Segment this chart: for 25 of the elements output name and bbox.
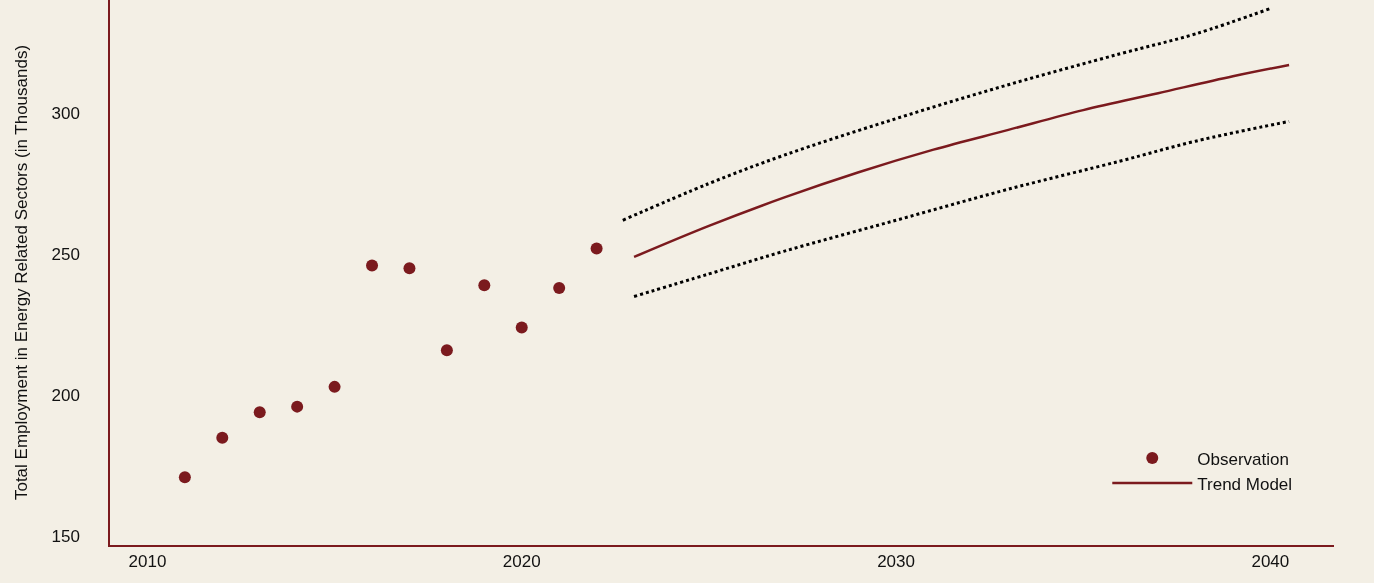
x-tick-label: 2020 — [502, 552, 541, 572]
y-axis-title: Total Employment in Energy Related Sectors (in Thousands) — [11, 44, 31, 501]
legend-label: Observation — [1197, 449, 1289, 469]
x-tick-label: 2030 — [877, 552, 915, 572]
point — [366, 259, 379, 272]
legend-label: Trend Model — [1197, 474, 1293, 494]
point — [216, 431, 229, 444]
y-tick-label: 150 — [51, 527, 80, 547]
point — [515, 321, 528, 334]
x-tick-label: 2040 — [1251, 552, 1290, 572]
point — [403, 262, 416, 275]
point — [553, 282, 566, 295]
point — [590, 242, 603, 255]
point — [253, 406, 266, 419]
y-tick-label: 250 — [51, 245, 80, 265]
point — [478, 279, 491, 292]
point — [440, 344, 453, 357]
line-series — [621, 6, 1272, 222]
point — [328, 380, 341, 393]
x-tick-label: 2010 — [128, 552, 167, 572]
point — [178, 471, 191, 484]
y-tick-label: 300 — [51, 103, 80, 123]
y-tick-label: 200 — [51, 386, 80, 406]
point — [291, 400, 304, 413]
line-series — [632, 63, 1291, 259]
